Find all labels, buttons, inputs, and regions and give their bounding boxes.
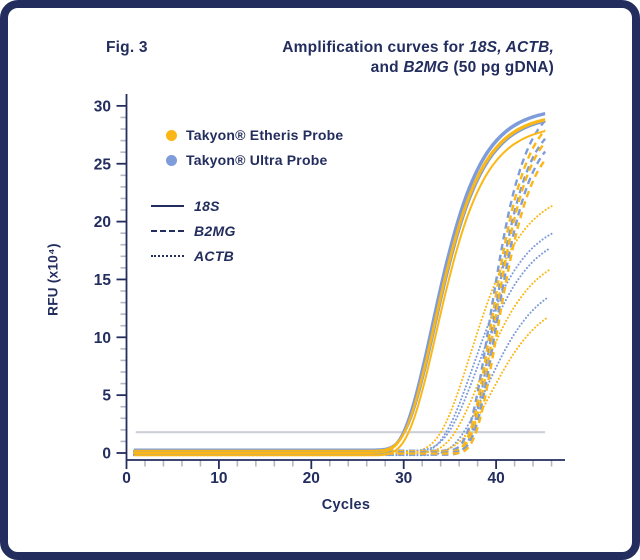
svg-text:0: 0 (122, 470, 131, 487)
chart-title-line2: and B2MG (50 pg gDNA) (370, 59, 554, 76)
curve-18s-blue (133, 112, 546, 456)
x-axis-label: Cycles (321, 497, 371, 513)
svg-text:10: 10 (210, 470, 227, 487)
svg-text:25: 25 (94, 156, 112, 173)
solid-line-icon (151, 204, 184, 207)
curve-b2mg-yellow (133, 141, 547, 453)
svg-text:15: 15 (94, 272, 112, 289)
y-axis-label: RFU (x10⁴) (45, 243, 61, 316)
amplification-chart: 0 10 20 30 40 0 5 10 15 20 25 30 (94, 94, 565, 487)
svg-text:30: 30 (94, 98, 111, 115)
svg-text:40: 40 (487, 470, 504, 487)
svg-text:10: 10 (94, 330, 111, 347)
svg-text:0: 0 (102, 446, 111, 463)
figure-number: Fig. 3 (106, 39, 148, 56)
curve-18s-blue (133, 113, 546, 453)
chart-title-line1: Amplification curves for 18S, ACTB, (282, 39, 554, 56)
svg-text:20: 20 (303, 470, 320, 487)
chart-title: Amplification curves for 18S, ACTB, and … (282, 38, 554, 78)
legend-item-actb: ACTB (151, 248, 236, 264)
legend-item-b2mg: B2MG (151, 223, 236, 239)
svg-text:5: 5 (102, 388, 111, 405)
legend-item-ultra: Takyon® Ultra Probe (166, 152, 343, 168)
curve-18s-yellow (133, 118, 546, 454)
probe-legend: Takyon® Etheris Probe Takyon® Ultra Prob… (166, 127, 343, 177)
legend-item-etheris: Takyon® Etheris Probe (166, 127, 343, 143)
target-legend: 18S B2MG ACTB (151, 198, 236, 273)
dashed-line-icon (151, 229, 184, 232)
legend-item-18s: 18S (151, 198, 236, 214)
svg-text:30: 30 (395, 470, 412, 487)
etheris-probe-dot-icon (166, 129, 177, 141)
curve-18s-blue (133, 120, 546, 451)
curve-18s-yellow (133, 130, 546, 457)
svg-text:20: 20 (94, 214, 111, 231)
curve-18s-yellow (133, 119, 546, 452)
dotted-line-icon (151, 254, 184, 257)
ultra-probe-dot-icon (166, 154, 177, 166)
